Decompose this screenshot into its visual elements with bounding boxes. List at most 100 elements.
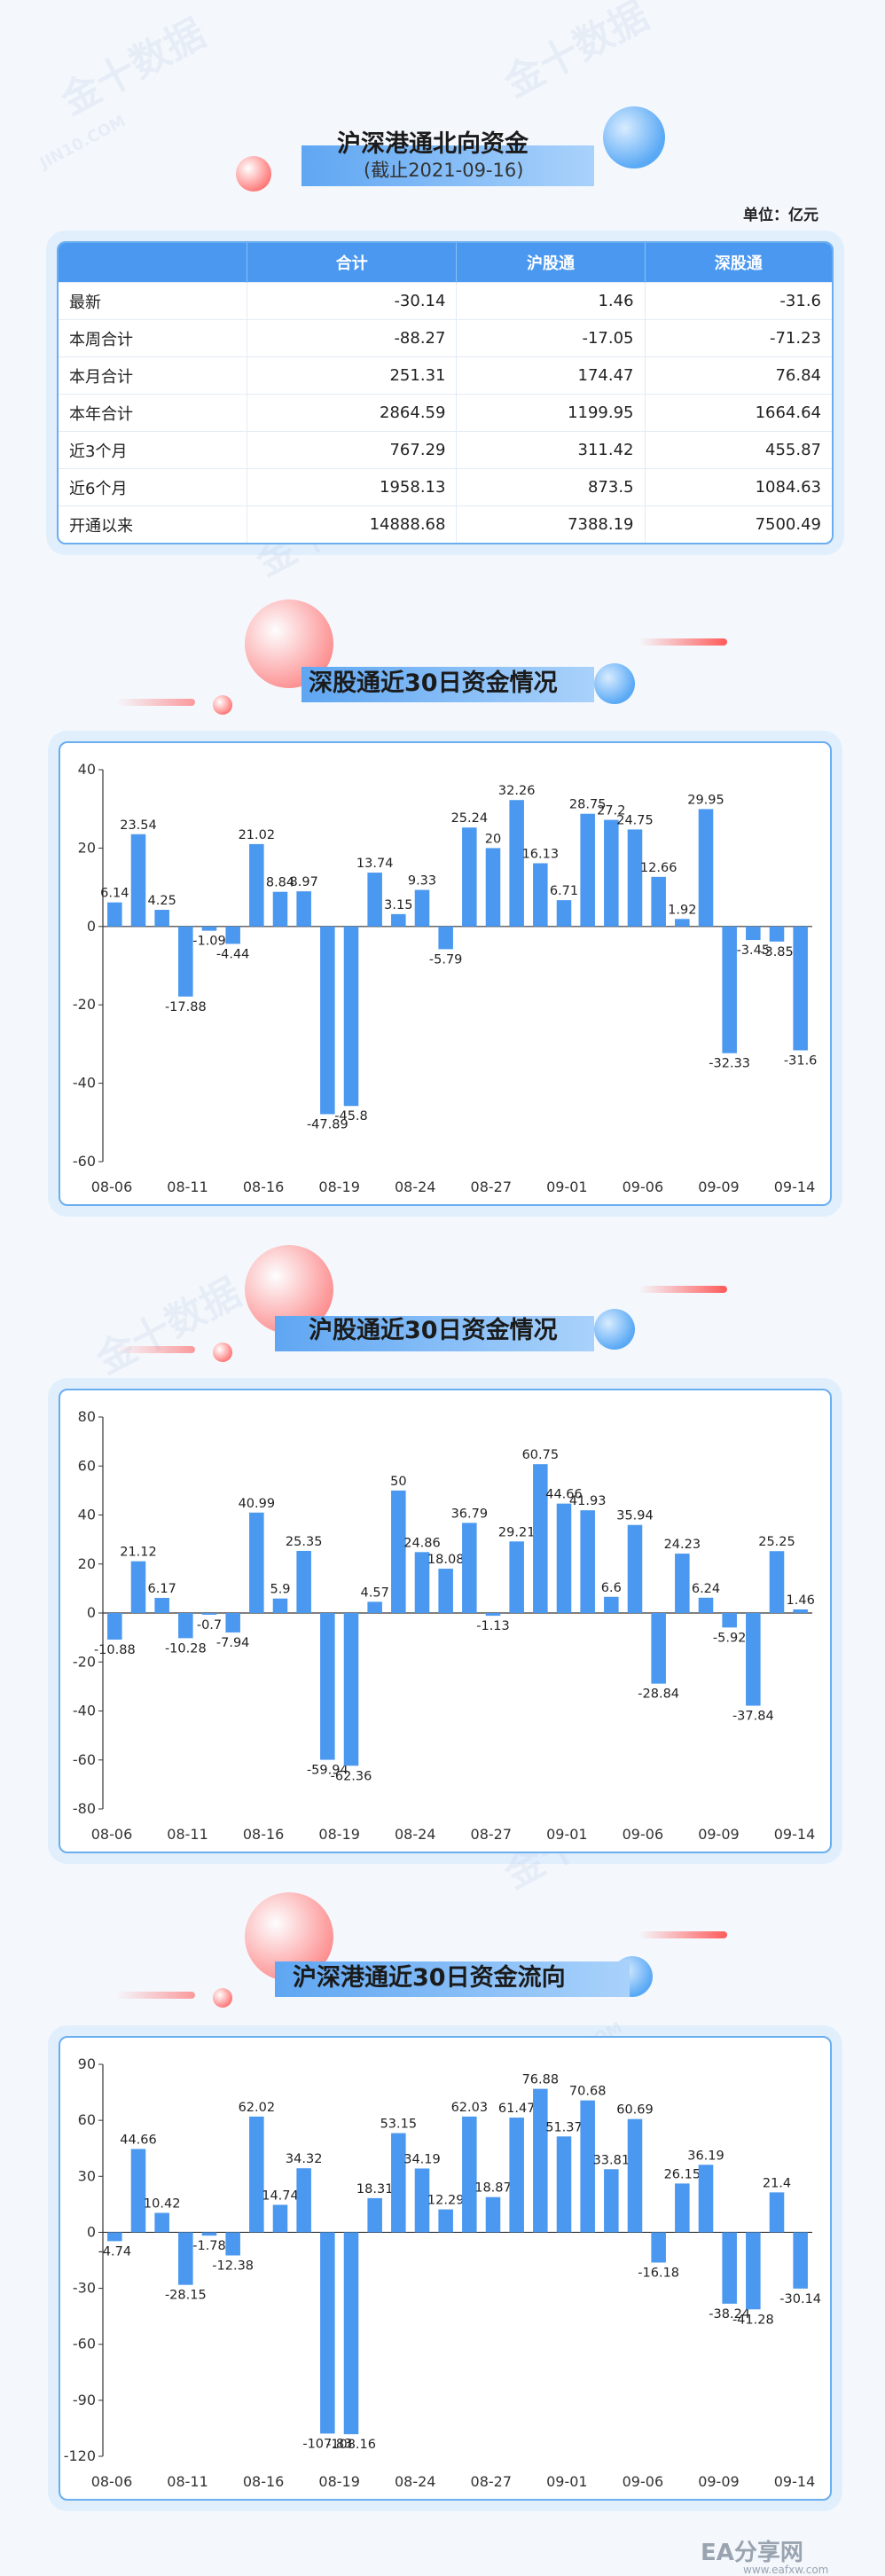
watermark: JIN10.COM	[36, 112, 129, 173]
data-label: -47.89	[307, 1117, 349, 1131]
x-tick-label: 08-24	[395, 1826, 436, 1843]
bar	[320, 1613, 335, 1760]
data-label: 24.86	[403, 1536, 441, 1550]
bar	[627, 829, 643, 927]
bar	[414, 1552, 430, 1613]
data-label: 16.13	[522, 848, 560, 862]
row-label: 近3个月	[59, 431, 247, 469]
x-tick-label: 08-27	[471, 1826, 513, 1843]
data-label: -59.94	[307, 1764, 349, 1778]
data-label: -28.84	[638, 1687, 679, 1702]
bar	[249, 843, 264, 927]
data-label: 21.12	[120, 1546, 157, 1560]
x-tick-label: 08-19	[318, 1826, 360, 1843]
data-label: 50	[390, 1475, 406, 1489]
x-tick-label: 09-01	[546, 1178, 588, 1195]
bar	[367, 1601, 382, 1613]
data-label: 8.97	[290, 875, 318, 889]
bar	[438, 926, 453, 950]
bar	[272, 2204, 288, 2233]
y-tick-label: -20	[73, 996, 96, 1013]
row-label: 本月合计	[59, 356, 247, 395]
data-label: -7.94	[216, 1636, 250, 1650]
data-label: 32.26	[498, 784, 536, 798]
bar	[675, 1554, 690, 1613]
table-row: 开通以来 14888.68 7388.19 7500.49	[59, 505, 832, 543]
data-label: 21.4	[763, 2176, 791, 2190]
data-label: -31.6	[784, 1053, 818, 1068]
bar	[509, 2118, 524, 2233]
data-label: -3.45	[737, 943, 771, 958]
cell-sh: 873.5	[456, 468, 646, 506]
bar-chart: 80 60 40 20 0 -20 -40 -60 -80 -10.88 21.12 6.17 -10.…	[73, 1408, 815, 1843]
column-header: 深股通	[645, 243, 832, 283]
y-tick-label: 20	[78, 1555, 96, 1572]
data-label: -4.74	[98, 2244, 132, 2259]
data-label: 6.71	[550, 884, 578, 898]
data-label: 53.15	[380, 2118, 418, 2132]
decor-circle	[603, 106, 665, 168]
data-label: 20	[485, 832, 501, 846]
bar	[130, 834, 146, 927]
data-label: -0.7	[197, 1618, 222, 1633]
bar	[154, 2212, 169, 2233]
data-label: 5.9	[270, 1583, 290, 1597]
row-label: 近6个月	[59, 468, 247, 506]
bar	[769, 926, 785, 942]
data-label: 18.08	[427, 1553, 465, 1567]
data-label: -38.24	[709, 2307, 750, 2322]
x-tick-label: 08-24	[395, 2473, 436, 2490]
x-tick-label: 09-14	[774, 2473, 816, 2490]
data-label: 33.81	[593, 2153, 630, 2167]
bar	[178, 2232, 193, 2285]
data-label: 9.33	[408, 874, 436, 889]
bar	[793, 1609, 808, 1613]
x-tick-label: 08-06	[91, 1178, 133, 1195]
data-label: 62.02	[239, 2101, 276, 2115]
bar	[130, 1561, 146, 1613]
data-label: 4.25	[148, 894, 176, 908]
watermark: 金十数据	[89, 1270, 248, 1383]
y-tick-label: -40	[73, 1703, 96, 1719]
data-label: -12.38	[212, 2259, 254, 2273]
decor-circle	[213, 695, 232, 715]
data-label: 34.32	[286, 2152, 323, 2166]
bar	[604, 819, 619, 927]
bar	[627, 2118, 643, 2233]
bar	[249, 2116, 264, 2233]
bar	[343, 1613, 359, 1766]
data-label: 10.42	[144, 2196, 181, 2211]
cell-sz: 7500.49	[645, 505, 832, 543]
bar	[675, 2183, 690, 2233]
cell-sz: 455.87	[645, 431, 832, 469]
bar	[533, 863, 548, 927]
decor-circle	[213, 1988, 232, 2008]
bar	[627, 1524, 643, 1613]
data-label: -37.84	[732, 1710, 774, 1724]
data-label: 24.75	[616, 813, 654, 827]
data-label: -4.44	[216, 947, 250, 961]
decor-bar	[638, 1286, 727, 1293]
y-tick-label: 0	[87, 2223, 96, 2240]
decor-bar	[638, 1931, 727, 1938]
decor-circle	[213, 1343, 232, 1362]
watermark: 金十数据	[497, 0, 656, 106]
cell-sz: -31.6	[645, 282, 832, 320]
data-label: -1.78	[192, 2239, 226, 2253]
cell-sz: 1084.63	[645, 468, 832, 506]
y-tick-label: 20	[78, 839, 96, 856]
y-tick-label: 40	[78, 761, 96, 778]
logo-url: www.eafxw.com	[743, 2564, 829, 2576]
decor-bar	[115, 699, 195, 706]
data-label: -1.09	[192, 935, 226, 949]
bar	[556, 900, 572, 927]
bar	[769, 1551, 785, 1613]
table-row: 近6个月 1958.13 873.5 1084.63	[59, 468, 832, 506]
decor-circle	[236, 156, 271, 192]
bar	[651, 1613, 666, 1684]
column-header	[59, 243, 247, 283]
data-label: 24.23	[664, 1538, 701, 1552]
data-label: 1.46	[787, 1593, 815, 1608]
row-label: 本周合计	[59, 319, 247, 357]
data-label: 35.94	[616, 1509, 654, 1523]
